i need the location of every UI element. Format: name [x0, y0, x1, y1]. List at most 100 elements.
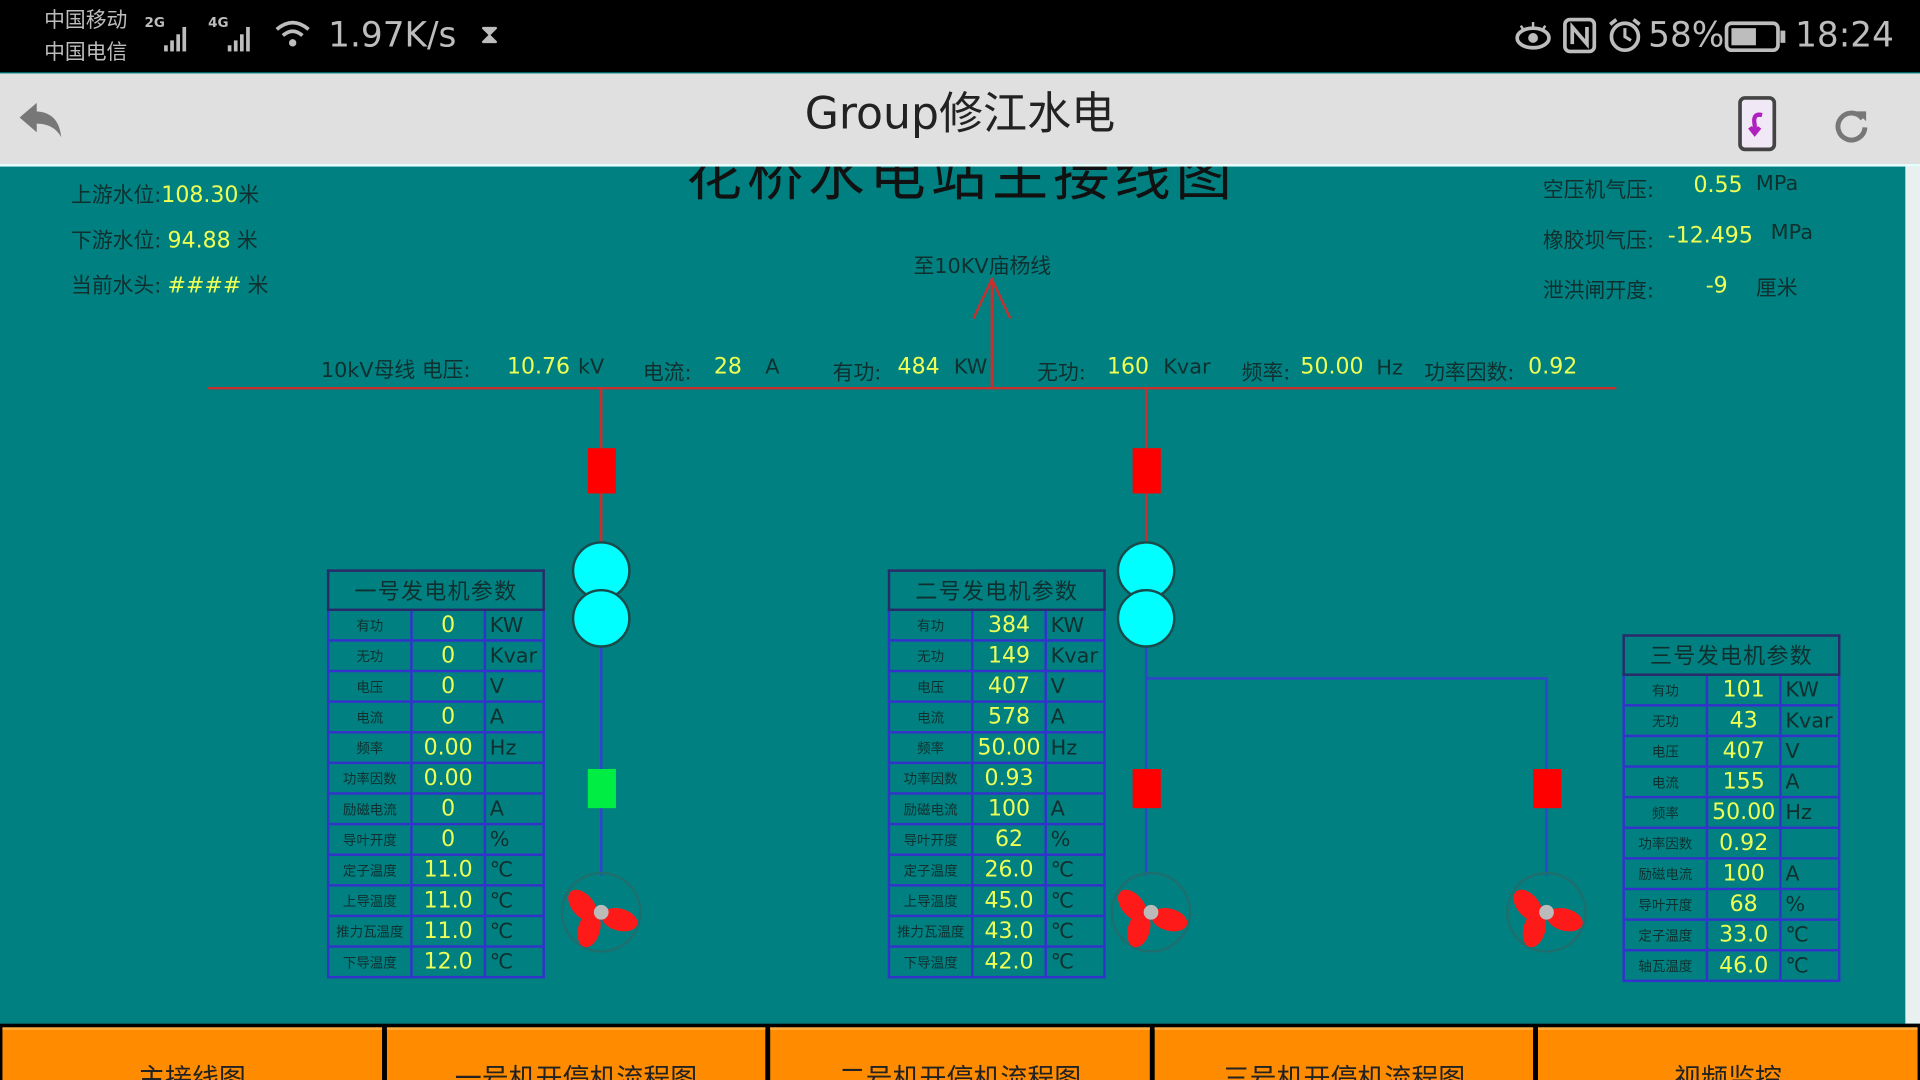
generator-1-table: 一号发电机参数 有功 0 KW 无功 0 Kvar 电压 0 V 电流 0 A 频率 0.00 Hz 功率因数 0…	[326, 569, 545, 979]
param-name: 有功	[887, 608, 974, 642]
param-unit: ℃	[1044, 884, 1106, 918]
table-row: 推力瓦温度 43.0 ℃	[887, 914, 1106, 948]
param-name: 无功	[1622, 704, 1709, 738]
generator-2-fan-icon[interactable]	[1110, 871, 1192, 953]
param-name: 电流	[1622, 765, 1709, 799]
table-header: 三号发电机参数	[1622, 634, 1841, 676]
table-row: 定子温度 11.0 ℃	[326, 853, 545, 887]
param-value: 11.0	[410, 853, 487, 887]
param-value: 100	[971, 792, 1047, 826]
generator-title: 二号发电机参数	[887, 569, 1106, 612]
table-row: 频率 50.00 Hz	[887, 731, 1106, 765]
param-unit: ℃	[1044, 853, 1106, 887]
outgoing-arrow-icon	[972, 276, 1012, 389]
table-row: 励磁电流 100 A	[887, 792, 1106, 826]
param-value: 0	[410, 639, 487, 673]
table-row: 励磁电流 0 A	[326, 792, 545, 826]
nav-unit-3-flow[interactable]: 三号机开停机流程图	[1154, 1027, 1534, 1080]
param-name: 轴瓦温度	[1622, 948, 1709, 983]
bus-pf: 0.92	[1528, 353, 1578, 380]
param-unit: A	[1044, 792, 1106, 826]
breaker-top-1[interactable]	[587, 448, 616, 494]
param-name: 电流	[326, 700, 413, 734]
param-value: 68	[1705, 887, 1782, 921]
param-value: 43.0	[971, 914, 1047, 948]
table-row: 上导温度 45.0 ℃	[887, 884, 1106, 918]
bus-current-unit: A	[765, 355, 780, 380]
table-row: 电流 0 A	[326, 700, 545, 734]
table-row: 频率 0.00 Hz	[326, 731, 545, 765]
param-unit: ℃	[1044, 945, 1106, 979]
nav-video-monitor[interactable]: 视频监控	[1538, 1027, 1918, 1080]
param-value: 42.0	[971, 945, 1047, 979]
carrier-1: 中国移动	[44, 8, 128, 34]
app-title: Group修江水电	[804, 89, 1116, 140]
param-name: 频率	[326, 731, 413, 765]
breaker-gen-1[interactable]	[587, 768, 616, 809]
table-row: 有功 0 KW	[326, 608, 545, 642]
generator-3-fan-icon[interactable]	[1506, 871, 1587, 953]
nav-main-wiring[interactable]: 主接线图	[2, 1027, 382, 1080]
table-row: 无功 0 Kvar	[326, 639, 545, 673]
param-value: 407	[971, 669, 1047, 703]
param-name: 下导温度	[887, 945, 974, 979]
downstream-level: 下游水位: 94.88 米	[71, 223, 258, 254]
nav-unit-1-flow[interactable]: 一号机开停机流程图	[386, 1027, 766, 1080]
param-name: 导叶开度	[1622, 887, 1709, 921]
param-unit: KW	[1779, 673, 1841, 707]
breaker-gen-3[interactable]	[1533, 768, 1562, 809]
rubber-dam-pressure-value: -12.495	[1667, 222, 1753, 249]
refresh-icon[interactable]	[1832, 105, 1871, 149]
param-unit: A	[1779, 857, 1841, 891]
param-name: 频率	[1622, 795, 1709, 829]
phone-rotate-icon[interactable]	[1738, 96, 1777, 157]
table-row: 电压 407 V	[887, 669, 1106, 703]
param-value: 149	[971, 639, 1047, 673]
generator-title: 三号发电机参数	[1622, 634, 1841, 676]
param-unit	[1044, 761, 1106, 795]
table-header: 二号发电机参数	[887, 569, 1106, 612]
param-value: 45.0	[971, 884, 1047, 918]
upstream-level: 上游水位:108.30米	[71, 178, 259, 209]
rubber-dam-pressure-label: 橡胶坝气压:	[1542, 228, 1654, 254]
unit: 米	[247, 274, 269, 299]
param-unit: %	[1044, 822, 1106, 856]
label: 当前水头:	[71, 274, 162, 299]
bus-name: 10kV母线 电压:	[321, 353, 471, 383]
param-value: 0	[410, 669, 487, 703]
table-row: 励磁电流 100 A	[1622, 857, 1841, 891]
breaker-top-2[interactable]	[1132, 448, 1161, 494]
generator-3-table: 三号发电机参数 有功 101 KW 无功 43 Kvar 电压 407 V 电流 155 A 频率 50.0…	[1622, 634, 1841, 983]
param-value: 0.00	[410, 761, 487, 795]
transformer-1-icon	[571, 541, 631, 648]
param-value: 155	[1705, 765, 1782, 799]
param-value: 12.0	[410, 945, 487, 979]
param-unit: Hz	[483, 731, 545, 765]
app-header: Group修江水电	[0, 73, 1920, 167]
param-unit: ℃	[483, 884, 545, 918]
bus-freq: 50.00	[1300, 353, 1364, 380]
nav-unit-2-flow[interactable]: 二号机开停机流程图	[770, 1027, 1150, 1080]
param-name: 电压	[1622, 734, 1709, 768]
table-row: 电流 578 A	[887, 700, 1106, 734]
branch-2	[1144, 388, 1548, 876]
back-icon[interactable]	[17, 100, 66, 147]
param-unit: Kvar	[1044, 639, 1106, 673]
table-row: 推力瓦温度 11.0 ℃	[326, 914, 545, 948]
table-row: 有功 384 KW	[887, 608, 1106, 642]
bus-pf-label: 功率因数:	[1424, 361, 1515, 386]
param-unit: A	[483, 700, 545, 734]
breaker-gen-2[interactable]	[1132, 768, 1161, 809]
table-row: 功率因数 0.92	[1622, 826, 1841, 860]
bus-voltage: 10.76	[506, 353, 571, 380]
nfc-icon	[1562, 17, 1597, 59]
param-name: 有功	[1622, 673, 1709, 707]
bus-active: 484	[897, 353, 940, 380]
generator-1-fan-icon[interactable]	[560, 871, 642, 953]
transformer-2-icon	[1116, 541, 1176, 648]
air-compressor-pressure-unit: MPa	[1755, 171, 1799, 196]
value: 108.30	[161, 182, 239, 209]
param-name: 有功	[326, 608, 413, 642]
param-value: 578	[971, 700, 1047, 734]
table-row: 下导温度 12.0 ℃	[326, 945, 545, 979]
